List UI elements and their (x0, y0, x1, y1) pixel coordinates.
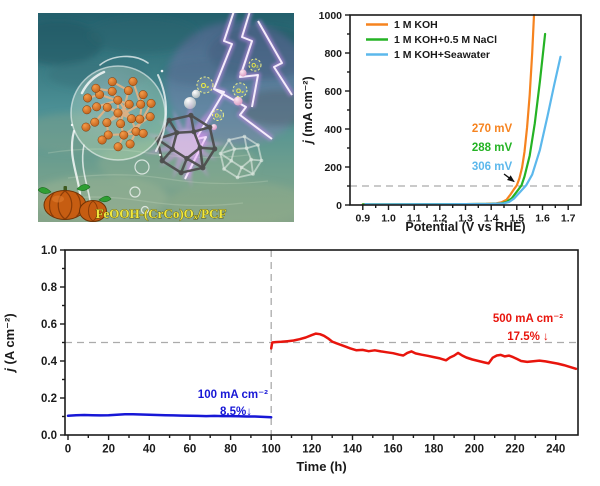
figure-page: O₂ O₂ O₂ O₂ (0, 0, 600, 486)
o2-label: O₂ (251, 64, 259, 70)
o2-label: O₂ (236, 88, 244, 95)
graphical-abstract: O₂ O₂ O₂ O₂ (38, 13, 294, 222)
y-tick-label: 200 (324, 162, 342, 174)
legend-item: 1 M KOH (366, 19, 438, 31)
loss-label-blue: 8.5%↓ (220, 406, 252, 418)
x-axis-title: Potential (V vs RHE) (405, 220, 525, 234)
o2-bubble: O₂ (213, 110, 224, 121)
loss-label-red: 17.5% ↓ (507, 331, 549, 343)
y-tick-label: 800 (324, 48, 342, 60)
x-tick-label: 1.0 (381, 213, 396, 225)
x-tick-label: 80 (224, 444, 237, 456)
catalyst-label: FeOOH-(CrCo)Oₓ/PCF (96, 206, 227, 221)
x-tick-label: 1.7 (561, 213, 576, 225)
x-tick-label: 140 (343, 444, 362, 456)
x-tick-label: 180 (424, 444, 443, 456)
annotation-arrow (504, 174, 514, 182)
overpotential-label-1: 288 mV (472, 142, 513, 154)
current-label-red: 500 mA cm⁻² (493, 313, 563, 325)
legend-label: 1 M KOH+Seawater (394, 49, 490, 61)
o2-label: O₂ (215, 114, 222, 120)
y-tick-label: 600 (324, 86, 342, 98)
legend-item: 1 M KOH+Seawater (366, 49, 490, 61)
o2-bubble: O₂ (197, 77, 213, 93)
chart-canvas: 0 20 40 60 80 100 120 140 160 180 200 220 240 0.0 0.2 0… (0, 235, 600, 486)
stability-chart: 0 20 40 60 80 100 120 140 160 180 200 220 240 0.0 0.2 0… (0, 235, 600, 486)
x-tick-label: 1.6 (535, 213, 550, 225)
o2-label: O₂ (201, 83, 210, 90)
y-tick-label: 0.2 (41, 393, 57, 405)
x-tick-label: 0.9 (355, 213, 370, 225)
o2-bubble: O₂ (233, 83, 247, 97)
y-tick-label: 0.4 (41, 356, 58, 368)
legend-item: 1 M KOH+0.5 M NaCl (366, 34, 497, 46)
overpotential-label-2: 306 mV (472, 161, 513, 173)
x-tick-label: 160 (384, 444, 403, 456)
x-tick-label: 40 (143, 444, 156, 456)
lsv-chart: 0.91.01.11.21.31.41.51.61.70200400600800… (300, 0, 600, 235)
x-tick-label: 220 (505, 444, 524, 456)
x-tick-label: 0 (65, 444, 71, 456)
y-tick-label: 1.0 (41, 245, 57, 257)
axis-ticks (60, 250, 556, 440)
y-tick-label: 0.8 (41, 282, 58, 294)
y-tick-label: 0 (336, 200, 342, 212)
y-axis-title: j (A cm⁻²) (2, 313, 17, 373)
x-tick-label: 20 (102, 444, 115, 456)
legend-label: 1 M KOH+0.5 M NaCl (394, 34, 497, 46)
x-tick-label: 120 (302, 444, 321, 456)
o2-bubble: O₂ (249, 59, 261, 71)
reference-lines (65, 250, 578, 435)
y-tick-label: 0.6 (41, 319, 57, 331)
chart-canvas: 0.91.01.11.21.31.41.51.61.70200400600800… (300, 0, 600, 235)
x-tick-label: 60 (184, 444, 197, 456)
abstract-scene: O₂ O₂ O₂ O₂ (38, 13, 294, 222)
x-axis-title: Time (h) (296, 459, 346, 474)
x-tick-label: 100 (262, 444, 281, 456)
overpotential-label-0: 270 mV (472, 123, 513, 135)
x-tick-label: 240 (546, 444, 565, 456)
y-tick-label: 400 (324, 124, 342, 136)
y-tick-label: 1000 (319, 10, 343, 22)
current-label-blue: 100 mA cm⁻² (198, 389, 268, 401)
y-axis-title: j (mA cm⁻²) (301, 76, 315, 145)
x-tick-label: 200 (465, 444, 484, 456)
y-tick-label: 0.0 (41, 430, 57, 442)
legend-label: 1 M KOH (394, 19, 438, 31)
